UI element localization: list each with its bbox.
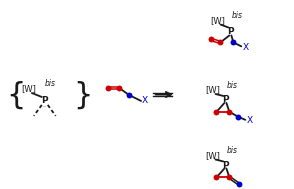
- Point: [208, 38, 213, 41]
- Point: [236, 115, 241, 118]
- Text: P: P: [222, 161, 229, 170]
- Text: X: X: [242, 43, 248, 52]
- Text: X: X: [246, 116, 252, 125]
- Text: P: P: [227, 27, 234, 36]
- Text: P: P: [41, 96, 48, 105]
- Text: [W]: [W]: [21, 84, 36, 94]
- Point: [106, 87, 111, 90]
- Text: bis: bis: [231, 11, 242, 20]
- Text: [W]: [W]: [205, 86, 220, 94]
- Text: [W]: [W]: [205, 151, 220, 160]
- Text: P: P: [222, 95, 229, 105]
- Point: [218, 41, 223, 44]
- Point: [227, 176, 232, 179]
- Point: [117, 87, 121, 90]
- Point: [127, 94, 131, 97]
- Point: [227, 110, 232, 113]
- Point: [237, 183, 242, 186]
- Point: [214, 176, 219, 179]
- Point: [231, 41, 236, 44]
- Text: [W]: [W]: [210, 16, 225, 25]
- Text: $\{$: $\{$: [6, 79, 24, 111]
- Text: bis: bis: [45, 79, 56, 88]
- Text: $\}$: $\}$: [73, 79, 90, 111]
- Text: bis: bis: [226, 81, 238, 90]
- Text: bis: bis: [226, 146, 238, 155]
- Text: ··: ··: [43, 104, 47, 109]
- Point: [214, 110, 219, 113]
- Text: X: X: [142, 96, 148, 105]
